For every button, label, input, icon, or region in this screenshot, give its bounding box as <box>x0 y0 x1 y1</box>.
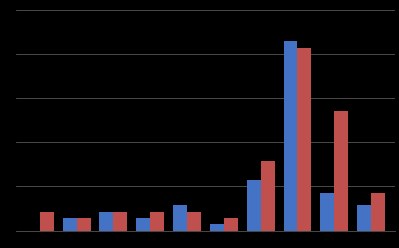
Bar <box>224 218 238 231</box>
Bar <box>357 205 371 231</box>
Bar <box>63 218 77 231</box>
Bar <box>247 180 261 231</box>
Bar <box>173 205 187 231</box>
Bar <box>320 193 334 231</box>
Bar <box>334 111 348 231</box>
Bar <box>298 48 312 231</box>
Bar <box>40 212 54 231</box>
Bar <box>284 41 298 231</box>
Bar <box>99 212 113 231</box>
Bar <box>210 224 224 231</box>
Bar <box>150 212 164 231</box>
Bar <box>371 193 385 231</box>
Bar <box>187 212 201 231</box>
Bar <box>77 218 91 231</box>
Bar <box>261 161 275 231</box>
Bar <box>136 218 150 231</box>
Bar <box>113 212 127 231</box>
